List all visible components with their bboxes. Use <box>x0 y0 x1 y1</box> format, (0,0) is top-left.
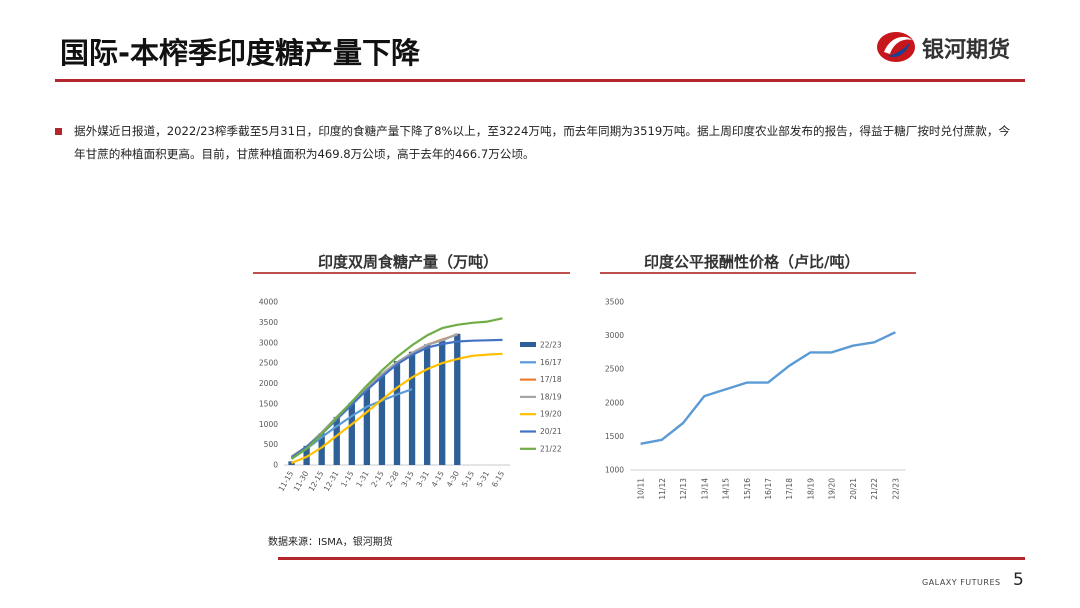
frp-line <box>640 331 896 445</box>
page-number: 5 <box>1013 570 1024 590</box>
y-tick-label: 2500 <box>259 359 278 368</box>
x-tick-label: 18/19 <box>806 478 815 500</box>
x-tick-label: 5-15 <box>460 469 476 488</box>
header-divider <box>55 79 1025 82</box>
legend-label: 16/17 <box>540 358 562 367</box>
bar-22-23 <box>363 386 371 465</box>
bar-22-23 <box>318 433 325 465</box>
brand-logo: 银河期货 <box>876 30 1036 64</box>
x-tick-label: 13/14 <box>700 478 709 500</box>
x-tick-label: 16/17 <box>764 478 773 500</box>
y-tick-label: 2000 <box>605 398 624 407</box>
bar-22-23 <box>393 361 401 465</box>
y-tick-label: 1500 <box>605 432 624 441</box>
footer-divider <box>278 557 1025 560</box>
galaxy-logo-icon <box>877 32 915 62</box>
y-tick-label: 1000 <box>605 466 624 475</box>
series-line-19-20 <box>291 352 503 465</box>
bar-22-23 <box>423 344 431 465</box>
chart2-title: 印度公平报酬性价格（卢比/吨） <box>644 253 860 271</box>
x-tick-label: 4-15 <box>430 469 446 488</box>
x-tick-label: 10/11 <box>637 478 646 500</box>
series-line-21-22 <box>290 317 503 460</box>
bar-22-23 <box>333 416 340 465</box>
chart2-title-rule <box>600 272 916 274</box>
x-tick-label: 11/12 <box>658 478 667 500</box>
legend-label: 19/20 <box>540 410 562 419</box>
x-tick-label: 12-31 <box>322 469 341 493</box>
x-tick-label: 20/21 <box>849 478 858 500</box>
y-tick-label: 3500 <box>605 298 624 307</box>
x-tick-label: 2-28 <box>384 469 400 488</box>
bullet-marker <box>55 128 62 135</box>
x-tick-label: 3-15 <box>399 469 415 488</box>
bar-22-23 <box>408 351 416 465</box>
bar-22-23 <box>288 461 295 465</box>
legend-swatch-22-23 <box>520 342 536 347</box>
x-tick-label: 12/13 <box>679 478 688 500</box>
legend-label: 22/23 <box>540 341 562 350</box>
y-tick-label: 3500 <box>259 318 278 327</box>
x-tick-label: 5-31 <box>475 469 491 488</box>
x-tick-label: 1-15 <box>339 469 355 488</box>
y-tick-label: 3000 <box>259 338 278 347</box>
frp-price-chart: 1000 1500 2000 2500 3000 3500 10/11 11/12 12/13 1… <box>605 298 906 500</box>
chart1-title-rule <box>253 272 570 274</box>
data-source: 数据来源：ISMA，银河期货 <box>268 537 393 548</box>
y-tick-label: 500 <box>264 440 279 449</box>
bar-22-23 <box>303 445 310 465</box>
x-tick-label: 1-31 <box>354 469 370 488</box>
body-paragraph: 据外媒近日报道，2022/23榨季截至5月31日，印度的食糖产量下降了8%以上，… <box>74 124 1011 161</box>
x-tick-label: 19/20 <box>828 478 837 500</box>
y-tick-label: 1000 <box>259 420 278 429</box>
legend-label: 20/21 <box>540 427 562 436</box>
x-tick-label: 17/18 <box>785 478 794 500</box>
bar-22-23 <box>454 333 461 465</box>
x-tick-label: 2-15 <box>369 469 385 488</box>
bar-22-23 <box>378 373 386 465</box>
y-tick-label: 4000 <box>259 298 278 307</box>
bar-22-23 <box>439 340 446 465</box>
x-tick-label: 14/15 <box>722 478 731 500</box>
footer-brand: GALAXY FUTURES <box>922 578 1001 587</box>
y-tick-label: 0 <box>273 461 278 470</box>
brand-name: 银河期货 <box>922 38 1011 63</box>
chart1-title: 印度双周食糖产量（万吨） <box>318 253 499 271</box>
sugar-production-chart: 0500100015002000250030003500400011-1511-… <box>259 298 562 493</box>
legend-label: 21/22 <box>540 444 562 453</box>
x-tick-label: 21/22 <box>870 478 879 500</box>
y-tick-label: 3000 <box>605 331 624 340</box>
x-tick-label: 6-15 <box>490 469 506 488</box>
x-tick-label: 15/16 <box>743 478 752 500</box>
page-title: 国际-本榨季印度糖产量下降 <box>60 36 421 70</box>
y-tick-label: 2000 <box>259 379 278 388</box>
y-tick-label: 2500 <box>605 365 624 374</box>
bar-22-23 <box>348 402 355 465</box>
x-tick-label: 3-31 <box>415 469 431 488</box>
y-tick-label: 1500 <box>259 399 278 408</box>
x-tick-label: 4-30 <box>445 469 461 488</box>
x-tick-label: 22/23 <box>891 478 900 500</box>
legend-label: 18/19 <box>540 392 562 401</box>
legend-label: 17/18 <box>540 375 562 384</box>
